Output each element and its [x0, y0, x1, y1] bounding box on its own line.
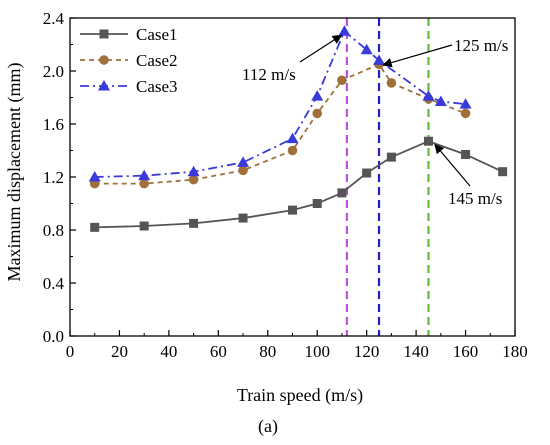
- series-case3: [88, 25, 472, 182]
- data-point-case3: [187, 165, 200, 177]
- data-series: [88, 25, 508, 232]
- legend: Case1 Case2 Case3: [80, 25, 178, 96]
- data-point-case3: [311, 90, 324, 101]
- x-tick-label: 180: [502, 342, 528, 361]
- y-tick-label: 1.2: [43, 168, 64, 187]
- data-point-case3: [360, 43, 373, 55]
- data-point-case3: [434, 95, 447, 106]
- legend-label-case3: Case3: [136, 77, 178, 96]
- data-point-case3: [459, 98, 472, 109]
- data-point-case3: [88, 171, 101, 182]
- annotations: 112 m/s 125 m/s 145 m/s: [242, 34, 508, 208]
- data-point-case1: [423, 136, 433, 146]
- axes: 0 20 40 60 80 100 120 140 160 180 0.0 0.4 0.8 1.2 1.6 2…: [43, 9, 528, 361]
- data-point-case2: [188, 174, 199, 185]
- y-tick-label: 2.0: [43, 62, 64, 81]
- annotation-arrow: [382, 44, 453, 68]
- x-tick-label: 0: [66, 342, 75, 361]
- data-point-case3: [138, 169, 151, 181]
- vertical-reference-lines: [345, 18, 430, 336]
- data-point-case2: [312, 108, 323, 119]
- data-point-case1: [461, 149, 471, 159]
- data-point-case1: [337, 188, 347, 198]
- y-tick-label: 0.0: [43, 327, 64, 346]
- data-point-case1: [498, 167, 508, 177]
- legend-marker-case3: [98, 80, 110, 91]
- data-point-case3: [422, 90, 435, 101]
- y-axis-title: Maximum displacement (mm): [4, 63, 25, 282]
- data-point-case1: [238, 213, 248, 223]
- annotation-label: 125 m/s: [454, 36, 508, 55]
- data-point-case2: [460, 108, 471, 119]
- x-tick-label: 120: [354, 342, 380, 361]
- data-point-case2: [337, 75, 347, 86]
- x-tick-label: 160: [453, 342, 479, 361]
- data-point-case2: [287, 145, 298, 156]
- x-tick-label: 40: [160, 342, 177, 361]
- data-point-case2: [139, 178, 149, 189]
- data-point-case1: [139, 221, 149, 231]
- legend-label-case1: Case1: [136, 25, 178, 44]
- data-point-case1: [386, 152, 396, 162]
- y-tick-label: 0.4: [43, 274, 65, 293]
- data-point-case1: [312, 199, 322, 208]
- data-point-case2: [238, 165, 248, 176]
- annotation-label: 112 m/s: [242, 65, 296, 84]
- x-axis-title: Train speed (m/s): [237, 385, 363, 406]
- panel-label: (a): [258, 416, 278, 437]
- data-point-case1: [362, 168, 372, 178]
- x-tick-label: 80: [259, 342, 276, 361]
- series-case1: [90, 136, 508, 232]
- data-point-case2: [386, 78, 397, 88]
- x-tick-label: 20: [111, 342, 128, 361]
- legend-marker-case2: [99, 55, 109, 65]
- data-point-case1: [288, 205, 297, 215]
- series-line-case1: [94, 140, 504, 229]
- series-case2: [89, 59, 471, 189]
- data-point-case1: [90, 222, 100, 232]
- annotation-arrow: [299, 34, 343, 63]
- y-tick-label: 0.8: [43, 221, 64, 240]
- data-point-case3: [237, 156, 250, 167]
- data-point-case3: [338, 25, 351, 36]
- data-point-case3: [286, 132, 299, 144]
- data-point-case3: [373, 54, 386, 65]
- y-tick-label: 2.4: [43, 9, 65, 28]
- annotation-arrow: [434, 143, 471, 187]
- annotation-label: 145 m/s: [448, 189, 502, 208]
- x-tick-label: 140: [403, 342, 429, 361]
- y-tick-label: 1.6: [43, 115, 64, 134]
- legend-label-case2: Case2: [136, 51, 178, 70]
- legend-marker-case1: [99, 29, 109, 39]
- x-tick-label: 100: [304, 342, 330, 361]
- x-tick-label: 60: [210, 342, 227, 361]
- data-point-case1: [189, 218, 199, 228]
